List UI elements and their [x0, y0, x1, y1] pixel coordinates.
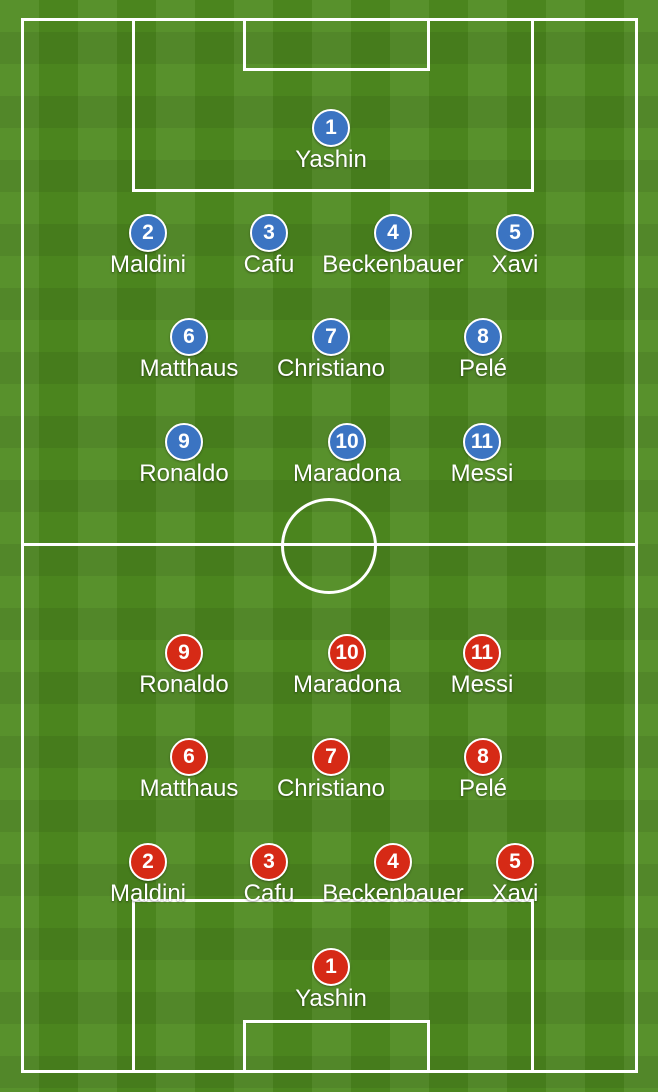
- player-number-badge: 4: [374, 214, 412, 252]
- player-number-badge: 7: [312, 738, 350, 776]
- player-name: Messi: [450, 460, 514, 487]
- player-number-badge: 3: [250, 843, 288, 881]
- player-number-badge: 6: [170, 738, 208, 776]
- player-red-3[interactable]: 3 Cafu: [189, 843, 349, 907]
- player-number-badge: 11: [463, 423, 501, 461]
- player-name: Matthaus: [139, 775, 239, 802]
- player-name: Maradona: [292, 671, 402, 698]
- bottom-goal-area: [243, 1020, 430, 1073]
- player-name: Ronaldo: [139, 460, 229, 487]
- player-name: Beckenbauer: [322, 880, 464, 907]
- player-name: Maldini: [109, 251, 187, 278]
- player-name: Yashin: [295, 146, 367, 173]
- player-red-8[interactable]: 8 Pelé: [403, 738, 563, 802]
- player-red-10[interactable]: 10 Maradona: [267, 634, 427, 698]
- player-blue-4[interactable]: 4 Beckenbauer: [313, 214, 473, 278]
- player-blue-10[interactable]: 10 Maradona: [267, 423, 427, 487]
- player-number-badge: 1: [312, 109, 350, 147]
- player-number-badge: 3: [250, 214, 288, 252]
- player-number-badge: 6: [170, 318, 208, 356]
- top-goal-area: [243, 18, 430, 71]
- player-name: Xavi: [491, 880, 539, 907]
- player-number-badge: 7: [312, 318, 350, 356]
- player-name: Pelé: [458, 775, 508, 802]
- player-name: Matthaus: [139, 355, 239, 382]
- player-number-badge: 2: [129, 843, 167, 881]
- player-blue-1[interactable]: 1 Yashin: [251, 109, 411, 173]
- player-number-badge: 11: [463, 634, 501, 672]
- player-name: Christiano: [276, 775, 386, 802]
- player-number-badge: 1: [312, 948, 350, 986]
- player-number-badge: 10: [328, 423, 366, 461]
- player-number-badge: 10: [328, 634, 366, 672]
- player-red-6[interactable]: 6 Matthaus: [109, 738, 269, 802]
- player-blue-7[interactable]: 7 Christiano: [251, 318, 411, 382]
- player-number-badge: 9: [165, 634, 203, 672]
- player-blue-2[interactable]: 2 Maldini: [68, 214, 228, 278]
- bottom-penalty-box: [132, 899, 534, 1073]
- player-name: Xavi: [491, 251, 539, 278]
- player-name: Cafu: [243, 251, 295, 278]
- player-name: Maldini: [109, 880, 187, 907]
- player-name: Ronaldo: [139, 671, 229, 698]
- player-blue-3[interactable]: 3 Cafu: [189, 214, 349, 278]
- player-number-badge: 5: [496, 214, 534, 252]
- player-blue-11[interactable]: 11 Messi: [402, 423, 562, 487]
- player-red-4[interactable]: 4 Beckenbauer: [313, 843, 473, 907]
- player-blue-8[interactable]: 8 Pelé: [403, 318, 563, 382]
- player-number-badge: 9: [165, 423, 203, 461]
- player-red-1[interactable]: 1 Yashin: [251, 948, 411, 1012]
- player-red-9[interactable]: 9 Ronaldo: [104, 634, 264, 698]
- player-red-7[interactable]: 7 Christiano: [251, 738, 411, 802]
- player-name: Christiano: [276, 355, 386, 382]
- player-name: Beckenbauer: [322, 251, 464, 278]
- player-name: Maradona: [292, 460, 402, 487]
- player-blue-6[interactable]: 6 Matthaus: [109, 318, 269, 382]
- player-name: Messi: [450, 671, 514, 698]
- player-number-badge: 4: [374, 843, 412, 881]
- player-number-badge: 8: [464, 318, 502, 356]
- center-circle: [281, 498, 377, 594]
- player-name: Cafu: [243, 880, 295, 907]
- player-number-badge: 5: [496, 843, 534, 881]
- player-name: Pelé: [458, 355, 508, 382]
- player-blue-9[interactable]: 9 Ronaldo: [104, 423, 264, 487]
- player-blue-5[interactable]: 5 Xavi: [435, 214, 595, 278]
- player-number-badge: 8: [464, 738, 502, 776]
- player-name: Yashin: [295, 985, 367, 1012]
- player-number-badge: 2: [129, 214, 167, 252]
- top-penalty-box: [132, 18, 534, 192]
- player-red-2[interactable]: 2 Maldini: [68, 843, 228, 907]
- player-red-11[interactable]: 11 Messi: [402, 634, 562, 698]
- player-red-5[interactable]: 5 Xavi: [435, 843, 595, 907]
